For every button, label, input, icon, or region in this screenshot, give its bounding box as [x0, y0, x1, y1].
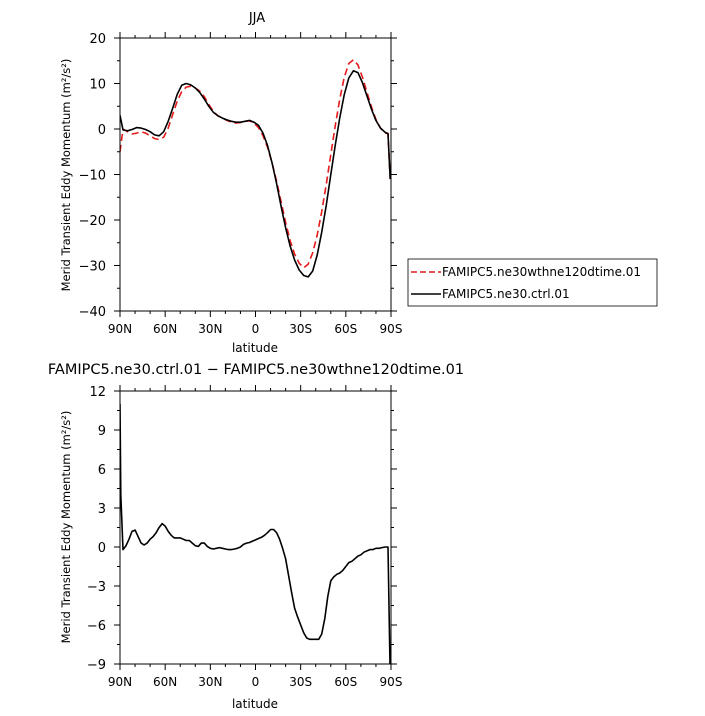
bottom-x-tick-label: 90N	[108, 675, 132, 689]
legend-label-series-1: FAMIPC5.ne30wthne120dtime.01	[442, 265, 641, 279]
top-y-tick-label: −20	[79, 214, 106, 229]
bottom-y-tick-label: 3	[98, 502, 106, 517]
bottom-y-tick-label: 0	[98, 541, 106, 556]
bottom-x-tick-label: 0	[252, 675, 260, 689]
bottom-x-tick-label: 90S	[380, 675, 403, 689]
top-x-tick-label: 90S	[380, 322, 403, 336]
bottom-x-tick-label: 30N	[198, 675, 222, 689]
top-y-tick-label: −30	[79, 260, 106, 275]
bottom-y-tick-label: 12	[89, 385, 106, 400]
top-y-tick-label: 0	[98, 123, 106, 138]
bottom-panel: FAMIPC5.ne30.ctrl.01 − FAMIPC5.ne30wthne…	[48, 362, 464, 711]
top-plot-frame	[119, 37, 392, 312]
top-x-tick-label: 90N	[108, 322, 132, 336]
top-y-axis-label: Merid Transient Eddy Momentum (m²/s²)	[59, 59, 73, 292]
bottom-x-tick-label: 60S	[334, 675, 357, 689]
top-y-tick-label: 20	[89, 32, 106, 47]
legend: FAMIPC5.ne30wthne120dtime.01 FAMIPC5.ne3…	[407, 258, 658, 307]
bottom-x-axis-label: latitude	[232, 697, 278, 711]
top-x-tick-label: 60S	[334, 322, 357, 336]
bottom-y-tick-label: −9	[87, 658, 106, 673]
top-series-line-1	[120, 58, 391, 269]
bottom-y-tick-label: −6	[87, 619, 106, 634]
top-x-tick-label: 30S	[289, 322, 312, 336]
bottom-series-line-1	[120, 403, 391, 664]
top-x-tick-label: 30N	[198, 322, 222, 336]
bottom-y-tick-label: 9	[98, 424, 106, 439]
bottom-y-axis-label: Merid Transient Eddy Momentum (m²/s²)	[59, 411, 73, 644]
bottom-x-tick-label: 60N	[153, 675, 177, 689]
top-series-line-2	[120, 70, 391, 278]
top-y-tick-label: −10	[79, 169, 106, 184]
top-y-tick-label: −40	[79, 305, 106, 320]
top-x-tick-label: 60N	[153, 322, 177, 336]
bottom-y-tick-label: −3	[87, 580, 106, 595]
bottom-y-tick-label: 6	[98, 463, 106, 478]
bottom-plot-area: 90N 60N 30N 0 30S 60S 90S 12 9 6 3 0 −3 −6 −9	[87, 385, 403, 689]
top-panel-title: JJA	[248, 11, 265, 26]
bottom-x-tick-label: 30S	[289, 675, 312, 689]
top-plot-area: 90N 60N 30N 0 30S 60S 90S 20 10 0 −10 −20 −30 −40	[79, 32, 403, 336]
bottom-plot-frame	[119, 390, 392, 665]
legend-box	[407, 258, 658, 307]
legend-label-series-2: FAMIPC5.ne30.ctrl.01	[442, 287, 570, 301]
top-x-axis-label: latitude	[232, 341, 278, 355]
top-y-tick-label: 10	[89, 78, 106, 93]
bottom-panel-title: FAMIPC5.ne30.ctrl.01 − FAMIPC5.ne30wthne…	[48, 362, 464, 378]
top-panel: JJA 90N 60N 30N 0 30S 60S 90S 20 10 0 −10 −20 −30 −40…	[59, 11, 402, 355]
top-x-tick-label: 0	[252, 322, 260, 336]
